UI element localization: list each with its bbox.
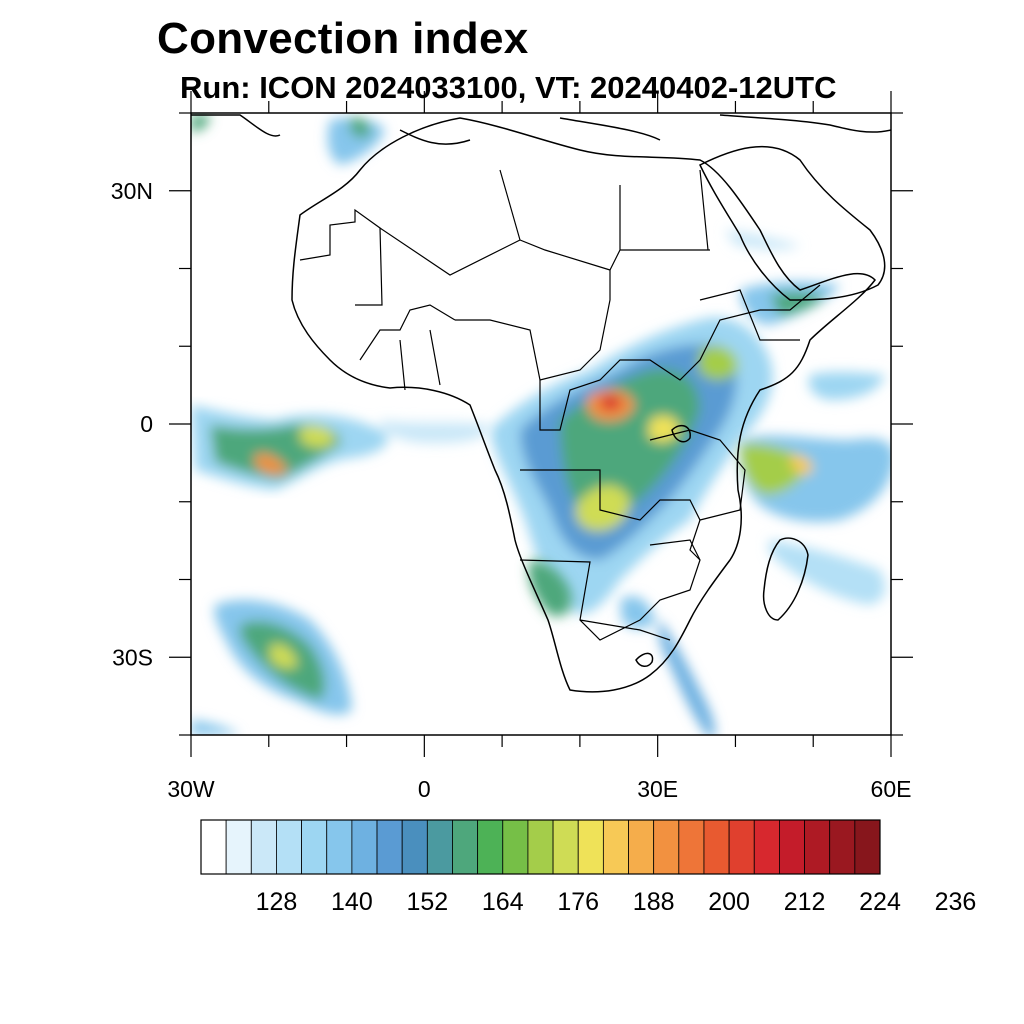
colorbar-box bbox=[628, 819, 655, 875]
colorbar-box bbox=[477, 819, 504, 875]
colorbar-label: 212 bbox=[784, 888, 826, 916]
colorbar-box bbox=[753, 819, 780, 875]
colorbar-box bbox=[577, 819, 604, 875]
field-south-atlantic bbox=[191, 600, 352, 735]
field-north bbox=[191, 115, 800, 250]
y-tick-label: 30S bbox=[112, 644, 153, 670]
field-central-africa bbox=[490, 317, 773, 614]
colorbar-box bbox=[376, 819, 403, 875]
x-tick-label: 30E bbox=[637, 776, 678, 802]
colorbar-label: 200 bbox=[708, 888, 750, 916]
map-axes: 30W 0 30E 60E 30N 0 30S bbox=[111, 91, 913, 802]
colorbar-box bbox=[452, 819, 479, 875]
colorbar-label: 224 bbox=[859, 888, 901, 916]
colorbar-label: 128 bbox=[256, 888, 298, 916]
map-subtitle: Run: ICON 2024033100, VT: 20240402-12UTC bbox=[180, 70, 837, 105]
europe-coast bbox=[191, 114, 281, 137]
colorbar-box bbox=[779, 819, 805, 875]
coastlines bbox=[191, 114, 891, 693]
colorbar-box bbox=[829, 819, 856, 875]
field-gulf-of-guinea bbox=[191, 405, 490, 490]
colorbar-label: 188 bbox=[633, 888, 675, 916]
colorbar-box bbox=[602, 819, 629, 875]
colorbar-label: 164 bbox=[482, 888, 524, 916]
colorbar-box bbox=[250, 819, 277, 875]
colorbar-box bbox=[678, 819, 705, 875]
colorbar-box bbox=[351, 819, 378, 875]
colorbar-box bbox=[502, 819, 529, 875]
colorbar-label: 236 bbox=[935, 888, 977, 916]
field-east-africa bbox=[738, 281, 891, 605]
colorbar-box bbox=[804, 819, 831, 875]
colorbar-label: 152 bbox=[406, 888, 448, 916]
x-tick-label: 0 bbox=[418, 776, 431, 802]
arabia-coast bbox=[699, 145, 886, 301]
y-tick-label: 30N bbox=[111, 178, 153, 204]
colorbar-label: 176 bbox=[557, 888, 599, 916]
lake-victoria bbox=[671, 424, 691, 443]
colorbar-box bbox=[728, 819, 755, 875]
colorbar-label: 140 bbox=[331, 888, 373, 916]
colorbar-box bbox=[326, 819, 353, 875]
x-tick-label: 30W bbox=[167, 776, 215, 802]
colorbar-box bbox=[301, 819, 328, 875]
x-tick-label: 60E bbox=[871, 776, 912, 802]
med-coast bbox=[399, 114, 891, 145]
colorbar-box bbox=[276, 819, 302, 875]
madagascar-coast bbox=[762, 537, 809, 621]
colorbar-box bbox=[401, 819, 428, 875]
colorbar-box bbox=[653, 819, 680, 875]
colorbar-box bbox=[703, 819, 730, 875]
colorbar-box bbox=[552, 819, 579, 875]
map-title: Convection index bbox=[157, 14, 529, 63]
colorbar-box bbox=[426, 819, 453, 875]
borders bbox=[299, 169, 821, 641]
colorbar: 128 140 152 164 176 188 200 212 224 236 bbox=[200, 819, 977, 916]
colorbar-box bbox=[854, 819, 881, 875]
y-tick-label: 0 bbox=[140, 411, 153, 437]
colorbar-box bbox=[225, 819, 252, 875]
colorbar-box bbox=[527, 819, 554, 875]
field-southern-africa bbox=[528, 560, 716, 735]
colorbar-frame bbox=[200, 819, 881, 875]
lesotho bbox=[635, 652, 654, 667]
convection-field bbox=[191, 115, 891, 735]
colorbar-box bbox=[200, 819, 227, 875]
africa-coast bbox=[291, 117, 876, 693]
